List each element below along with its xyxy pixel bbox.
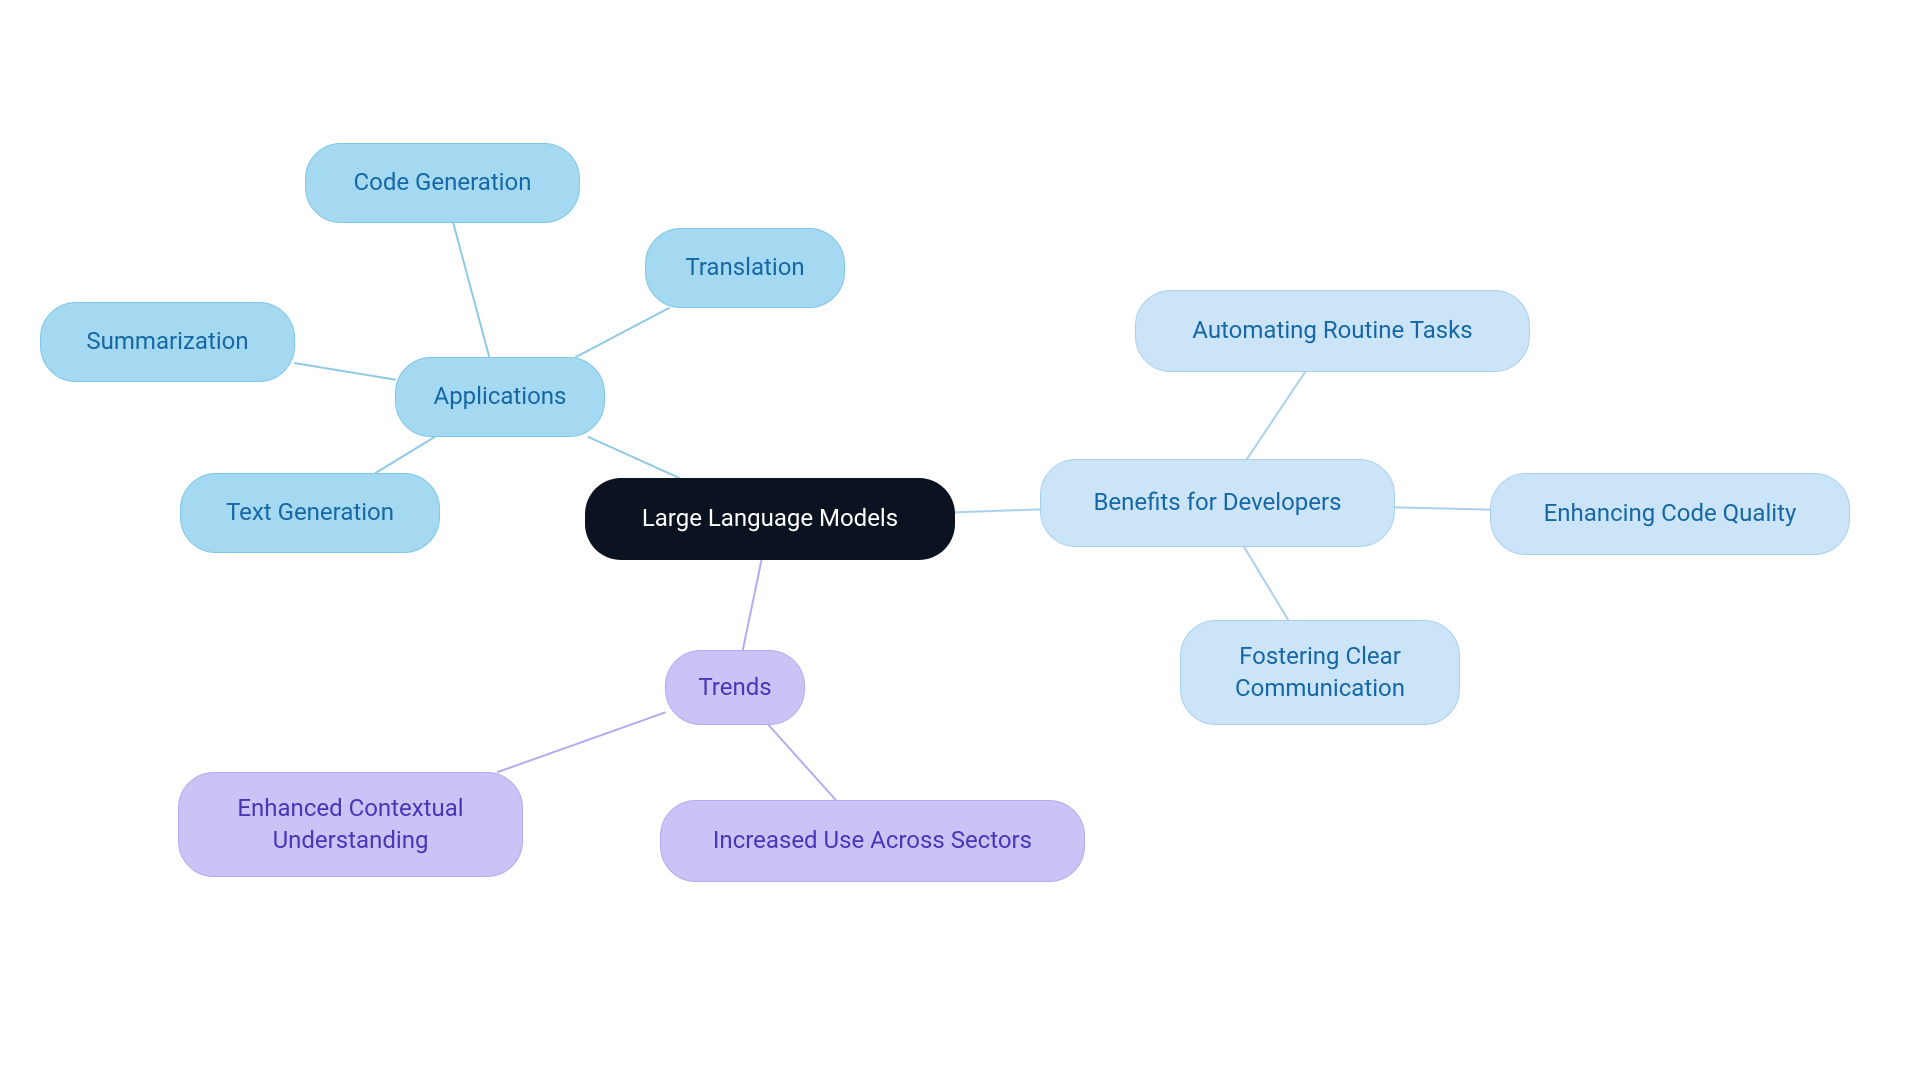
edge-trends-sectors (769, 725, 836, 800)
node-root: Large Language Models (585, 478, 955, 560)
node-label-trends: Trends (698, 672, 771, 703)
node-sectors: Increased Use Across Sectors (660, 800, 1085, 882)
node-label-automating: Automating Routine Tasks (1192, 315, 1472, 346)
node-translation: Translation (645, 228, 845, 308)
edge-benefits-fostering (1244, 547, 1288, 620)
node-codegen: Code Generation (305, 143, 580, 223)
edge-root-trends (743, 560, 762, 650)
node-label-codegen: Code Generation (354, 167, 532, 198)
node-trends: Trends (665, 650, 805, 725)
node-label-root: Large Language Models (642, 503, 898, 534)
edge-applications-textgen (376, 437, 435, 473)
edge-applications-translation (576, 308, 669, 357)
node-textgen: Text Generation (180, 473, 440, 553)
node-fostering: Fostering Clear Communication (1180, 620, 1460, 725)
edge-applications-summarization (295, 363, 395, 380)
edge-root-benefits (955, 509, 1040, 512)
node-label-translation: Translation (685, 252, 804, 283)
edge-benefits-automating (1247, 372, 1305, 459)
node-benefits: Benefits for Developers (1040, 459, 1395, 547)
edge-benefits-enhancing (1395, 507, 1490, 509)
edge-root-applications (589, 437, 680, 478)
mindmap-canvas: Large Language Models Applications Code Ge… (0, 0, 1920, 1083)
node-summarization: Summarization (40, 302, 295, 382)
node-automating: Automating Routine Tasks (1135, 290, 1530, 372)
node-label-applications: Applications (434, 381, 567, 412)
node-label-enhancing: Enhancing Code Quality (1544, 498, 1797, 529)
node-label-summarization: Summarization (86, 326, 248, 357)
node-label-ctx: Enhanced Contextual Understanding (237, 793, 463, 855)
edge-applications-codegen (453, 223, 489, 357)
node-ctx: Enhanced Contextual Understanding (178, 772, 523, 877)
node-label-benefits: Benefits for Developers (1093, 487, 1341, 518)
node-label-sectors: Increased Use Across Sectors (713, 825, 1032, 856)
node-label-fostering: Fostering Clear Communication (1235, 641, 1405, 703)
node-applications: Applications (395, 357, 605, 437)
edge-trends-ctx (498, 712, 665, 772)
node-enhancing: Enhancing Code Quality (1490, 473, 1850, 555)
node-label-textgen: Text Generation (226, 497, 394, 528)
